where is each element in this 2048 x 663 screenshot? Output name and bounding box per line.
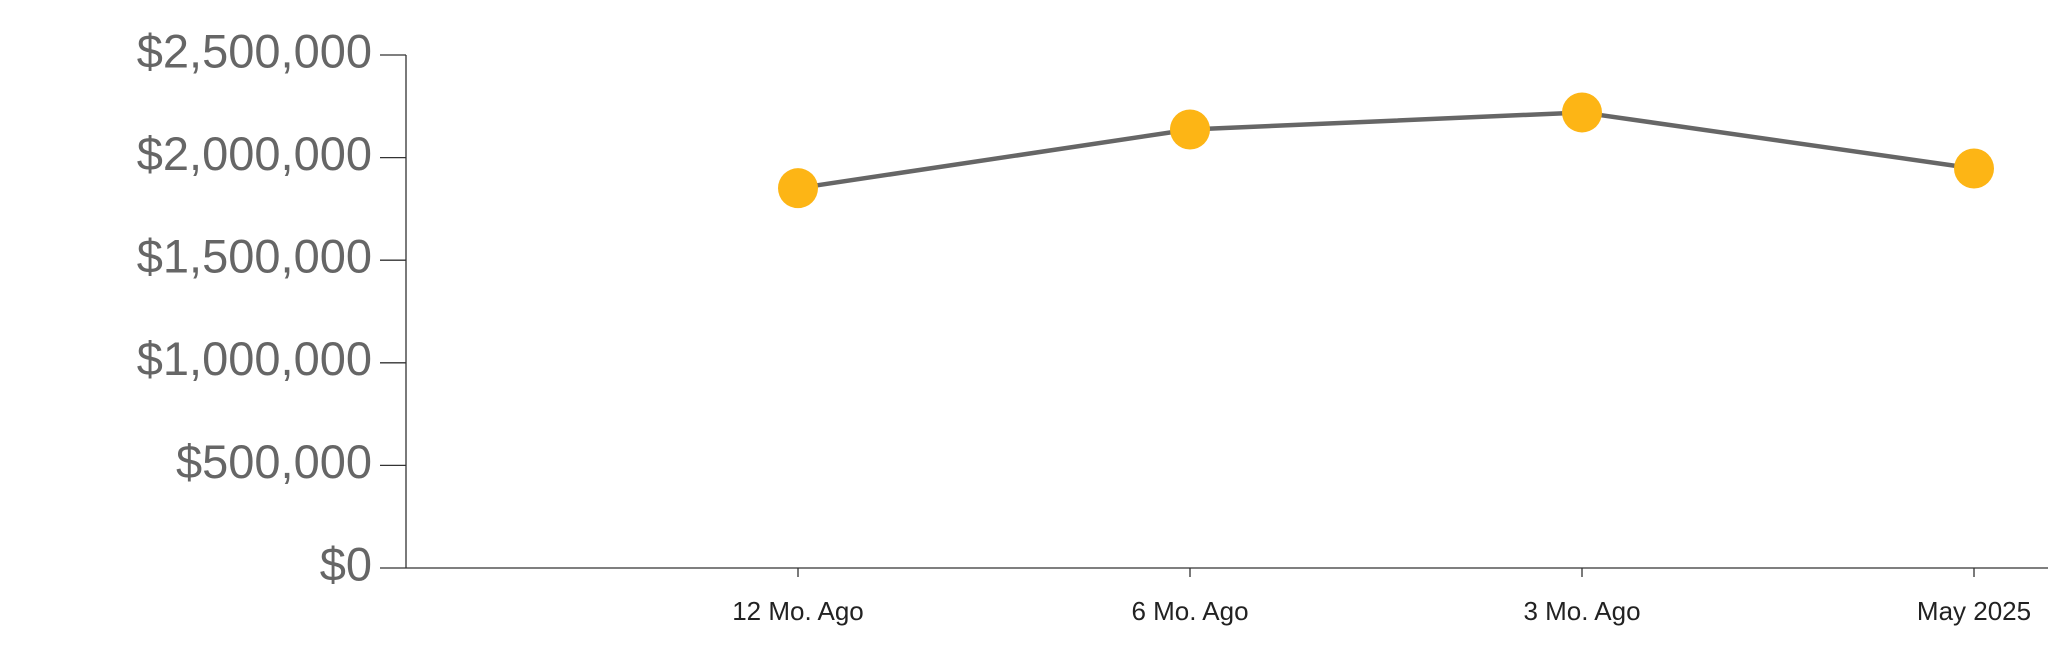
- y-tick-label: $1,500,000: [137, 230, 372, 283]
- y-tick-label: $0: [320, 537, 372, 590]
- x-tick-label: 3 Mo. Ago: [1523, 596, 1640, 626]
- x-tick-label: May 2025: [1917, 596, 2031, 626]
- point: [778, 168, 818, 209]
- point: [1170, 109, 1210, 150]
- y-tick-label: $2,500,000: [137, 24, 372, 77]
- point: [1562, 92, 1602, 133]
- y-tick-label: $1,000,000: [137, 332, 372, 385]
- y-tick-label: $500,000: [176, 435, 372, 488]
- x-tick-label: 6 Mo. Ago: [1131, 596, 1248, 626]
- y-tick-label: $2,000,000: [137, 127, 372, 180]
- line: [797, 110, 1975, 191]
- x-tick-label: 12 Mo. Ago: [732, 596, 864, 626]
- point: [1954, 148, 1994, 189]
